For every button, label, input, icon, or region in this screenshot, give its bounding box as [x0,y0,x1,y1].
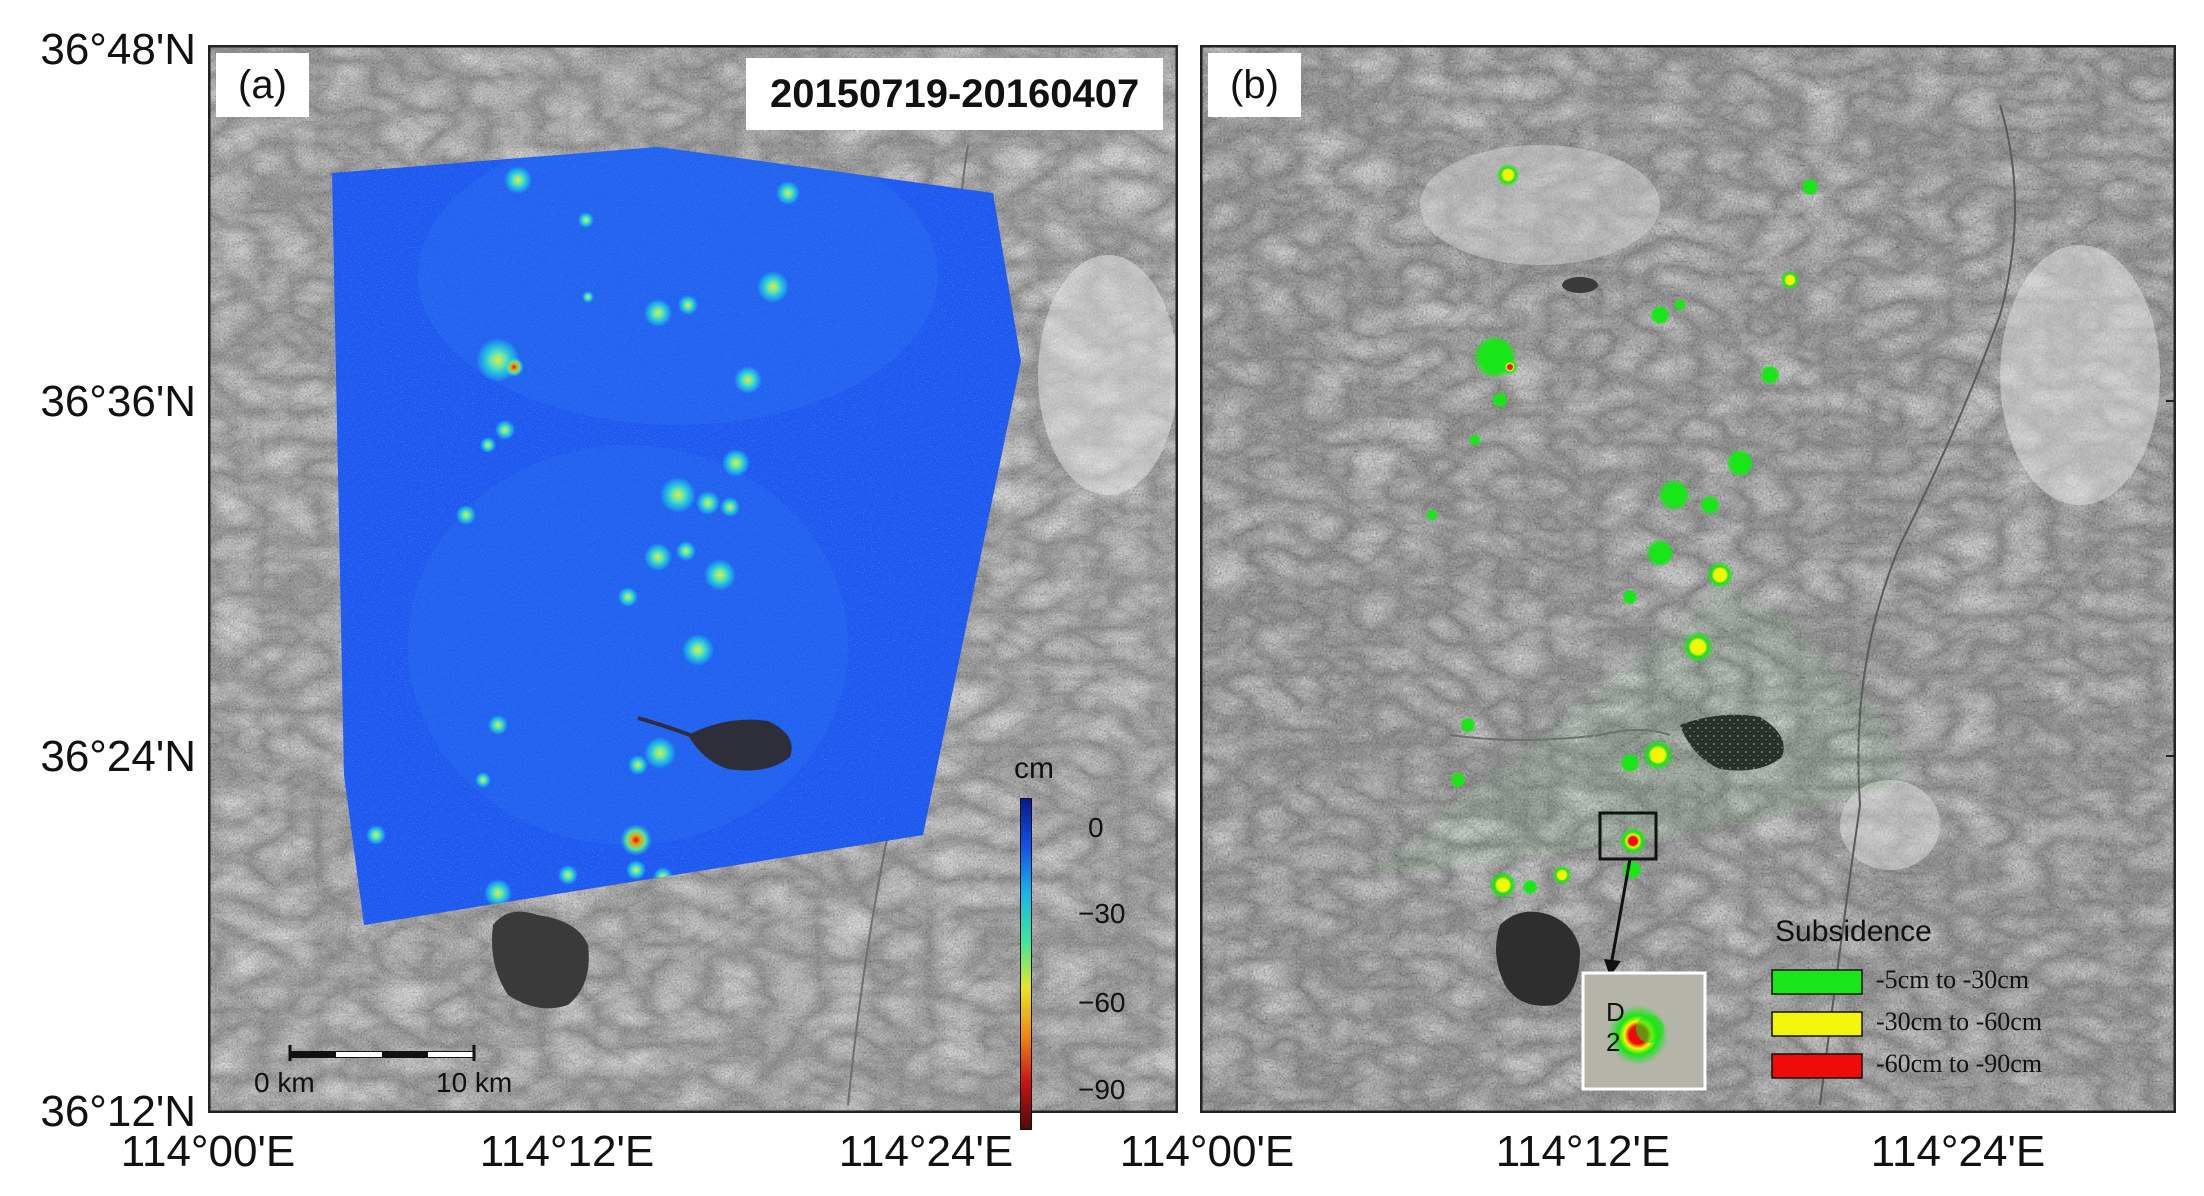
scale-bar [288,1045,476,1061]
colorbar-tick-90: −90 [1078,1074,1126,1105]
lon-label-b-114-00: 114°00'E [1119,1127,1295,1176]
scale-bar-end-label: 10 km [436,1067,513,1098]
colorbar-tick-30: −30 [1078,898,1126,929]
lon-label-a-114-24: 114°24'E [838,1127,1014,1176]
lat-label-36-12: 36°12'N [40,1087,196,1136]
legend-item-1-label: -5cm to -30cm [1876,965,2030,994]
d2-inset [1581,971,1707,1091]
date-range-box: 20150719-20160407 [746,58,1164,130]
lon-label-b-114-12: 114°12'E [1495,1127,1671,1176]
colorbar-unit: cm [1014,752,1054,785]
lon-label-a-114-12: 114°12'E [479,1127,655,1176]
legend-swatches [1771,969,1863,1079]
panel-b-tag: (b) [1208,53,1301,117]
colorbar-tick-60: −60 [1078,987,1126,1018]
scale-bar-start-label: 0 km [254,1067,315,1098]
panel-a-map [208,45,1178,1113]
panel-b: (b) D 2 Subsidence -5cm to -30cm -30cm t… [1200,45,2176,1113]
lat-label-36-36: 36°36'N [40,377,196,426]
legend-title: Subsidence [1775,915,1932,948]
colorbar-gradient [1020,798,1032,1130]
legend-item-2-label: -30cm to -60cm [1876,1007,2043,1036]
panel-a-tag: (a) [216,53,309,117]
lon-label-a-114-00: 114°00'E [120,1127,296,1176]
panel-b-map [1200,45,2176,1113]
lon-label-b-114-24: 114°24'E [1870,1127,2046,1176]
d2-locator-box [1598,811,1658,861]
lat-label-36-48: 36°48'N [40,25,196,74]
panel-a: (a) 20150719-20160407 cm 0 −30 −60 −90 0… [208,45,1178,1130]
colorbar: cm 0 −30 −60 −90 [1014,750,1170,1150]
inset-label-d: D [1606,997,1625,1027]
lat-label-36-24: 36°24'N [40,732,196,781]
latitude-axis: 36°48'N 36°36'N 36°24'N 36°12'N [0,0,196,1196]
inset-label-2: 2 [1606,1027,1621,1057]
legend-item-3-label: -60cm to -90cm [1876,1049,2043,1078]
colorbar-tick-0: 0 [1088,812,1104,843]
